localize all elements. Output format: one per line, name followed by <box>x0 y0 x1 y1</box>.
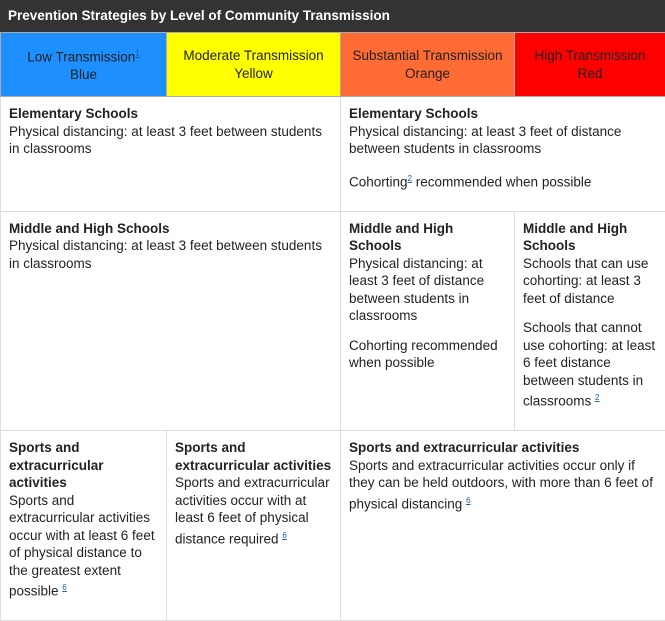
table-title: Prevention Strategies by Level of Commun… <box>0 0 665 32</box>
text: Physical distancing: at least 3 feet bet… <box>9 124 322 157</box>
level-label: Low Transmission <box>27 50 135 65</box>
text: Sports and extracurricular activities oc… <box>349 458 653 512</box>
footnote-link[interactable]: 6 <box>62 583 66 592</box>
level-color: Red <box>578 66 603 81</box>
text: recommended when possible <box>412 174 591 189</box>
text: Sports and extracurricular activities oc… <box>9 493 155 599</box>
cell-heading: Middle and High Schools <box>349 220 506 255</box>
text: Schools that cannot use cohorting: at le… <box>523 320 655 409</box>
text: Cohorting recommended when possible <box>349 338 498 371</box>
cell-heading: Sports and extracurricular activities <box>9 439 158 492</box>
cell-heading: Sports and extracurricular activities <box>175 439 332 474</box>
strategy-table: Low Transmission1 Blue Moderate Transmissi… <box>0 32 665 621</box>
cell-heading: Middle and High Schools <box>523 220 657 255</box>
text: Cohorting <box>349 174 408 189</box>
cell-heading: Elementary Schools <box>349 105 657 123</box>
footnote: 6 <box>62 583 66 592</box>
cell-text: Sports and extracurricular activities oc… <box>175 474 332 548</box>
cell-heading: Sports and extracurricular activities <box>349 439 657 457</box>
cell-text: Physical distancing: at least 3 feet bet… <box>9 237 332 272</box>
page: {"header": {"title": "Prevention Strateg… <box>0 0 665 550</box>
text: Sports and extracurricular activities oc… <box>175 475 330 546</box>
cell-text: Schools that can use cohorting: at least… <box>523 255 657 308</box>
level-color: Blue <box>70 67 97 82</box>
cell-text: Sports and extracurricular activities oc… <box>9 492 158 601</box>
cell-text: Cohorting2 recommended when possible <box>349 170 657 191</box>
level-label: Moderate Transmission <box>183 48 323 63</box>
text: Physical distancing: at least 3 feet of … <box>349 256 484 324</box>
footnote: 1 <box>135 49 139 58</box>
cell-text: Physical distancing: at least 3 feet bet… <box>9 123 332 158</box>
level-header: Moderate Transmission Yellow <box>167 33 341 97</box>
level-label: High Transmission <box>534 48 645 63</box>
footnote-link[interactable]: 1 <box>135 49 139 58</box>
text: Schools that can use cohorting: at least… <box>523 256 648 306</box>
level-header: High Transmission Red <box>515 33 665 97</box>
footnote: 2 <box>595 393 599 402</box>
cell-text: Physical distancing: at least 3 feet of … <box>349 123 657 158</box>
text: Physical distancing: at least 3 feet bet… <box>9 238 322 271</box>
level-color: Yellow <box>234 66 273 81</box>
cell-heading: Middle and High Schools <box>9 220 332 238</box>
cell-heading: Elementary Schools <box>9 105 332 123</box>
cell-text: Cohorting recommended when possible <box>349 337 506 372</box>
level-label: Substantial Transmission <box>352 48 502 63</box>
cell-text: Sports and extracurricular activities oc… <box>349 457 657 513</box>
cell-text: Physical distancing: at least 3 feet of … <box>349 255 506 325</box>
text: Physical distancing: at least 3 feet of … <box>349 124 621 157</box>
cell-text: Schools that cannot use cohorting: at le… <box>523 319 657 410</box>
footnote-link[interactable]: 6 <box>282 531 286 540</box>
level-color: Orange <box>405 66 450 81</box>
header-row: Low Transmission1 Blue Moderate Transmissi… <box>1 33 665 97</box>
footnote-link[interactable]: 2 <box>595 393 599 402</box>
level-header: Substantial Transmission Orange <box>341 33 515 97</box>
footnote-link[interactable]: 6 <box>466 496 470 505</box>
level-header: Low Transmission1 Blue <box>1 33 167 97</box>
footnote: 6 <box>282 531 286 540</box>
footnote: 6 <box>466 496 470 505</box>
